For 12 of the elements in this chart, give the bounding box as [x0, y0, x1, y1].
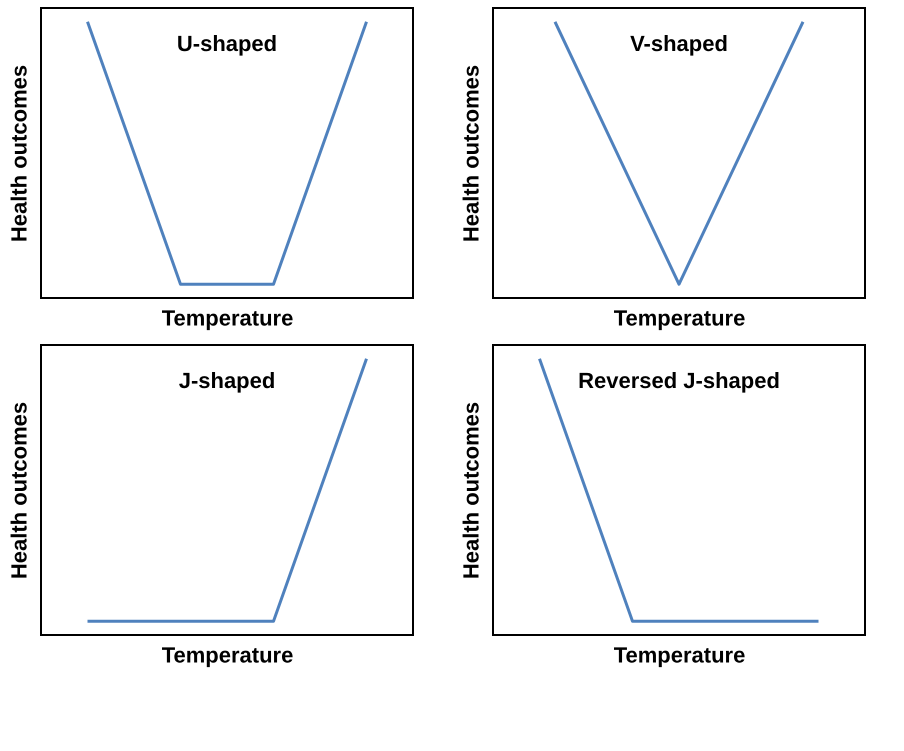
chart-title: J-shaped [178, 368, 276, 393]
y-axis-title: Health outcomes [458, 402, 484, 580]
chart-title: U-shaped [176, 31, 278, 56]
chart-title: Reversed J-shaped [578, 368, 780, 393]
y-axis-title: Health outcomes [6, 64, 32, 242]
chart-title: V-shaped [630, 31, 728, 56]
y-axis-title: Health outcomes [6, 402, 32, 580]
x-axis-title: Temperature [162, 642, 294, 668]
x-axis-title: Temperature [614, 642, 746, 668]
x-axis-title: Temperature [614, 306, 746, 330]
y-axis-title: Health outcomes [458, 64, 484, 242]
x-axis-title: Temperature [162, 306, 294, 330]
